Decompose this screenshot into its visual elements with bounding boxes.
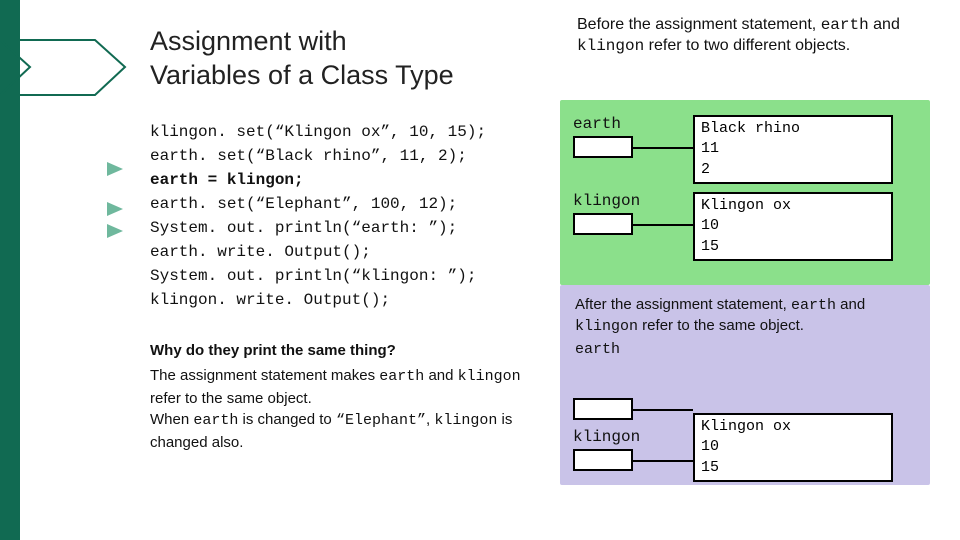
accent-arrow-large bbox=[0, 35, 135, 100]
caption-mono-klingon: klingon bbox=[575, 318, 638, 335]
caption-text: After the assignment statement, bbox=[575, 296, 791, 313]
accent-bar bbox=[0, 0, 20, 540]
why-text: refer to the same object. bbox=[150, 390, 312, 407]
why-question: Why do they print the same thing? bbox=[150, 340, 545, 362]
accent-triangle-1 bbox=[105, 160, 127, 178]
code-line-3: earth = klingon; bbox=[150, 171, 304, 189]
why-mono-klingon: klingon bbox=[458, 368, 521, 385]
caption-mono-earth: earth bbox=[821, 16, 869, 34]
ref-label-earth: earth bbox=[573, 115, 621, 133]
caption-text: refer to two different objects. bbox=[644, 37, 850, 54]
code-line-6: earth. write. Output(); bbox=[150, 243, 371, 261]
why-line-1: The assignment statement makes earth and… bbox=[150, 365, 545, 410]
ref-label-earth-after: earth bbox=[575, 340, 915, 360]
why-line-2: When earth is changed to “Elephant”, kli… bbox=[150, 409, 545, 454]
obj-box-earth: Black rhino 11 2 bbox=[693, 115, 893, 184]
arrow-klingon bbox=[633, 224, 693, 226]
ref-box-earth-after bbox=[573, 398, 633, 420]
code-line-5: System. out. println(“earth: ”); bbox=[150, 219, 457, 237]
why-mono-klingon: klingon bbox=[434, 412, 497, 429]
arrow-klingon-after bbox=[633, 460, 693, 462]
caption-text: refer to the same object. bbox=[638, 317, 804, 334]
ref-label-klingon: klingon bbox=[573, 192, 640, 210]
accent-triangle-2 bbox=[105, 200, 127, 218]
before-caption: Before the assignment statement, earth a… bbox=[575, 15, 905, 57]
why-mono-earth: earth bbox=[193, 412, 238, 429]
obj-box-klingon: Klingon ox 10 15 bbox=[693, 192, 893, 261]
caption-text: and bbox=[836, 296, 865, 313]
slide: Assignment with Variables of a Class Typ… bbox=[0, 0, 960, 540]
caption-text: and bbox=[869, 16, 900, 33]
caption-text: Before the assignment statement, bbox=[577, 16, 821, 33]
code-line-4: earth. set(“Elephant”, 100, 12); bbox=[150, 195, 457, 213]
why-mono-elephant: “Elephant” bbox=[336, 412, 426, 429]
caption-mono-klingon: klingon bbox=[577, 37, 644, 55]
arrow-earth bbox=[633, 147, 693, 149]
code-line-8: klingon. write. Output(); bbox=[150, 291, 390, 309]
after-caption: After the assignment statement, earth an… bbox=[575, 295, 915, 360]
code-line-7: System. out. println(“klingon: ”); bbox=[150, 267, 476, 285]
why-text: The assignment statement makes bbox=[150, 367, 379, 384]
accent-triangle-3 bbox=[105, 222, 127, 240]
why-block: Why do they print the same thing? The as… bbox=[150, 340, 545, 454]
caption-mono-earth: earth bbox=[791, 297, 836, 314]
code-line-1: klingon. set(“Klingon ox”, 10, 15); bbox=[150, 123, 486, 141]
why-text: is changed to bbox=[238, 411, 336, 428]
why-text: When bbox=[150, 411, 193, 428]
ref-box-klingon bbox=[573, 213, 633, 235]
ref-box-klingon-after bbox=[573, 449, 633, 471]
why-text: and bbox=[424, 367, 457, 384]
code-line-2: earth. set(“Black rhino”, 11, 2); bbox=[150, 147, 467, 165]
code-block: klingon. set(“Klingon ox”, 10, 15); eart… bbox=[150, 120, 545, 312]
obj-box-shared: Klingon ox 10 15 bbox=[693, 413, 893, 482]
arrow-earth-after bbox=[633, 409, 693, 411]
ref-label-klingon-after: klingon bbox=[573, 428, 640, 446]
ref-box-earth bbox=[573, 136, 633, 158]
why-mono-earth: earth bbox=[379, 368, 424, 385]
left-accent bbox=[0, 0, 100, 540]
slide-title: Assignment with Variables of a Class Typ… bbox=[150, 25, 454, 93]
